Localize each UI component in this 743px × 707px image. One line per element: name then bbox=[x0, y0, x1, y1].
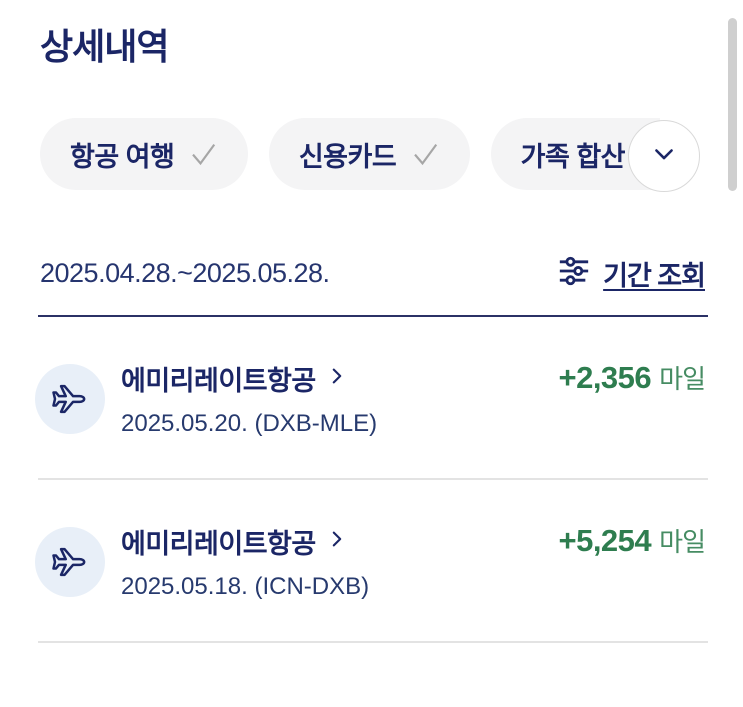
scrollbar-thumb[interactable] bbox=[728, 18, 737, 191]
flight-date-route: 2025.05.18. (ICN-DXB) bbox=[121, 573, 370, 600]
mileage-unit: 마일 bbox=[659, 527, 706, 557]
transaction-body: 에미리레이트항공 +5,254 마일 2025.05.18. (ICN-DXB) bbox=[121, 522, 706, 601]
filters-expand-button[interactable] bbox=[628, 120, 700, 192]
airline-name: 에미리레이트항공 bbox=[121, 366, 316, 396]
divider-light bbox=[38, 478, 708, 480]
chip-air-travel[interactable]: 항공 여행 bbox=[40, 118, 249, 190]
chip-label: 가족 합산 bbox=[520, 141, 626, 172]
period-search-link[interactable]: 기간 조회 bbox=[557, 254, 706, 293]
airline-link[interactable]: 에미리레이트항공 bbox=[121, 359, 348, 398]
airplane-icon bbox=[35, 363, 105, 434]
divider-strong bbox=[38, 315, 708, 317]
page-title: 상세내역 bbox=[40, 26, 169, 67]
mileage-detail-page: 상세내역 항공 여행 신용카드 가족 합산 bbox=[0, 18, 743, 707]
chevron-right-icon bbox=[326, 365, 348, 392]
divider-light bbox=[38, 641, 708, 643]
transaction-row: 에미리레이트항공 +2,356 마일 2025.05.20. (DXB-MLE) bbox=[0, 317, 743, 478]
airline-name: 에미리레이트항공 bbox=[121, 529, 316, 559]
period-row: 2025.04.28.~2025.05.28. 기간 조회 bbox=[40, 254, 706, 293]
period-search-label: 기간 조회 bbox=[603, 261, 706, 291]
chip-credit-card[interactable]: 신용카드 bbox=[268, 118, 471, 190]
mileage-value: +5,254 bbox=[558, 523, 652, 558]
chevron-right-icon bbox=[326, 528, 348, 555]
check-icon bbox=[188, 139, 218, 169]
mileage-unit: 마일 bbox=[659, 364, 706, 394]
flight-date-route: 2025.05.20. (DXB-MLE) bbox=[121, 410, 378, 437]
airline-link[interactable]: 에미리레이트항공 bbox=[121, 522, 348, 561]
mileage-value: +2,356 bbox=[558, 360, 652, 395]
mileage-amount: +5,254 마일 bbox=[558, 522, 706, 559]
transaction-row: 에미리레이트항공 +5,254 마일 2025.05.18. (ICN-DXB) bbox=[0, 480, 743, 641]
chevron-down-icon bbox=[650, 140, 678, 173]
chip-label: 항공 여행 bbox=[70, 141, 175, 172]
airplane-icon bbox=[35, 526, 105, 597]
check-icon bbox=[410, 139, 440, 169]
sliders-icon bbox=[557, 254, 591, 293]
transaction-body: 에미리레이트항공 +2,356 마일 2025.05.20. (DXB-MLE) bbox=[121, 359, 706, 438]
mileage-amount: +2,356 마일 bbox=[558, 359, 706, 396]
chip-label: 신용카드 bbox=[298, 141, 397, 172]
filter-chips-scroller[interactable]: 항공 여행 신용카드 가족 합산 bbox=[40, 118, 660, 194]
date-range: 2025.04.28.~2025.05.28. bbox=[40, 258, 330, 288]
filter-chips-row: 항공 여행 신용카드 가족 합산 bbox=[0, 116, 743, 196]
